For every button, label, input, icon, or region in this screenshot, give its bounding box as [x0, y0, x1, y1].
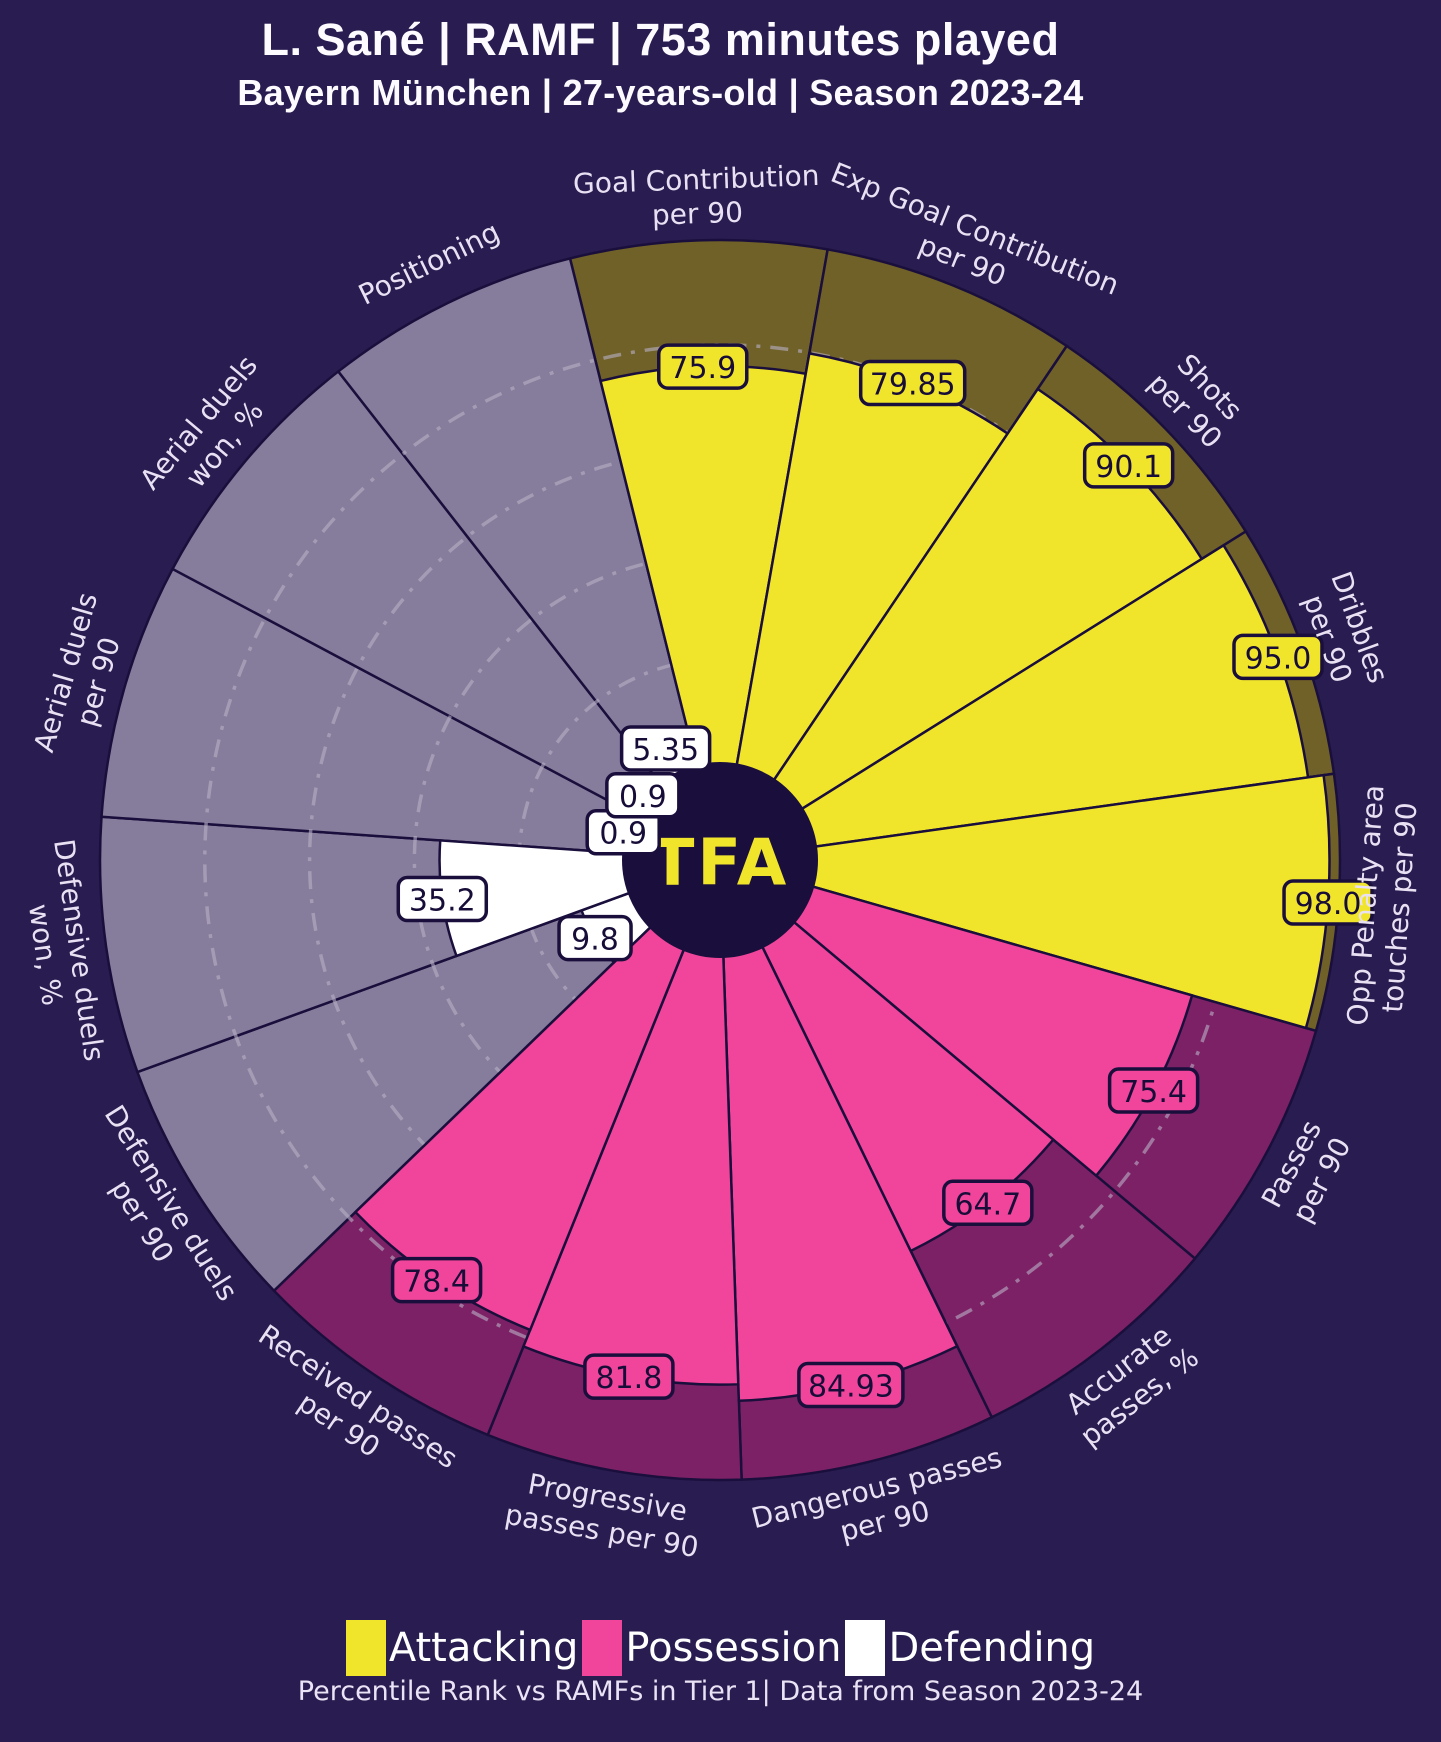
svg-text:98.0: 98.0: [1295, 887, 1362, 922]
tfa-logo: TFA: [651, 826, 790, 900]
legend-item-possession: Possession: [582, 1620, 841, 1676]
svg-text:75.9: 75.9: [669, 351, 736, 386]
svg-text:Goal Contribution: Goal Contribution: [572, 159, 820, 201]
legend-item-defending: Defending: [845, 1620, 1095, 1676]
svg-text:79.85: 79.85: [870, 368, 956, 403]
value-badge-5: 75.4: [1107, 1067, 1200, 1114]
value-badge-13: 0.9: [605, 772, 681, 819]
chart-header: L. Sané | RAMF | 753 minutes played Baye…: [0, 14, 1381, 114]
value-badge-3: 95.0: [1232, 633, 1324, 681]
defending-swatch-icon: [845, 1620, 886, 1676]
svg-text:0.9: 0.9: [619, 780, 667, 815]
svg-text:81.8: 81.8: [596, 1361, 663, 1396]
svg-text:78.4: 78.4: [403, 1265, 470, 1300]
value-badge-14: 5.35: [619, 725, 712, 772]
value-badge-8: 81.8: [583, 1353, 675, 1400]
possession-swatch-icon: [582, 1620, 623, 1676]
legend: Attacking Possession Defending: [0, 1620, 1441, 1676]
legend-label-attacking: Attacking: [388, 1625, 579, 1671]
svg-text:75.4: 75.4: [1120, 1075, 1187, 1110]
legend-label-possession: Possession: [625, 1625, 842, 1671]
legend-item-attacking: Attacking: [345, 1620, 579, 1676]
attacking-swatch-icon: [345, 1620, 386, 1676]
svg-text:9.8: 9.8: [571, 923, 619, 958]
value-badge-12: 0.9: [585, 808, 661, 856]
value-badge-7: 84.93: [797, 1361, 905, 1409]
value-badge-1: 79.85: [858, 359, 967, 407]
value-badge-6: 64.7: [942, 1179, 1034, 1227]
svg-text:95.0: 95.0: [1245, 641, 1312, 676]
value-badge-2: 90.1: [1082, 442, 1175, 489]
value-badge-10: 9.8: [557, 914, 633, 962]
svg-text:0.9: 0.9: [599, 817, 647, 852]
value-badge-4: 98.0: [1282, 879, 1374, 926]
value-badge-0: 75.9: [657, 343, 749, 390]
svg-text:per 90: per 90: [651, 196, 743, 232]
page-subtitle: Bayern München | 27-years-old | Season 2…: [237, 72, 1084, 113]
footer-note: Percentile Rank vs RAMFs in Tier 1| Data…: [297, 1676, 1144, 1707]
svg-text:84.93: 84.93: [808, 1369, 894, 1404]
svg-text:5.35: 5.35: [632, 733, 699, 768]
svg-text:64.7: 64.7: [954, 1187, 1021, 1222]
value-badge-9: 78.4: [390, 1256, 483, 1304]
value-badge-11: 35.2: [396, 875, 489, 923]
svg-text:35.2: 35.2: [409, 884, 476, 919]
legend-label-defending: Defending: [888, 1625, 1096, 1671]
page-title: L. Sané | RAMF | 753 minutes played: [261, 14, 1060, 65]
svg-text:90.1: 90.1: [1095, 450, 1162, 485]
